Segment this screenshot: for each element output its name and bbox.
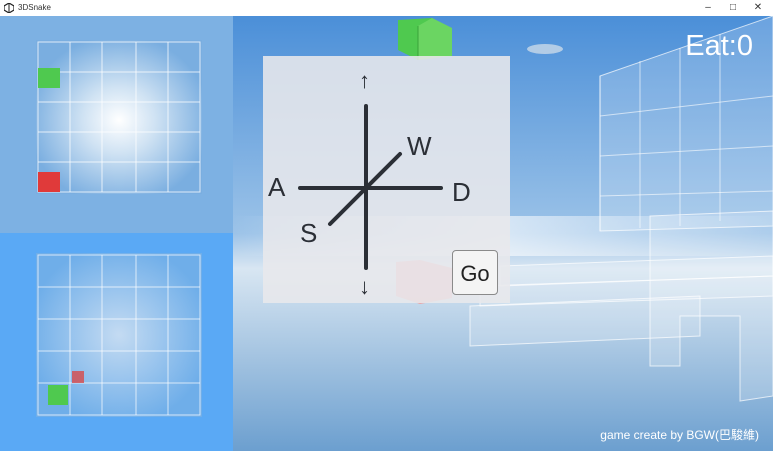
window-titlebar: 3DSnake – □ ✕	[0, 0, 773, 17]
up-arrow-icon[interactable]: ↑	[359, 68, 370, 93]
credit-text: game create by BGW(巴駿維)	[600, 428, 759, 442]
left-key-label[interactable]: A	[268, 172, 286, 202]
back-key-label[interactable]: S	[300, 218, 318, 248]
minimap-top-view	[0, 16, 233, 233]
close-icon[interactable]: ✕	[753, 2, 763, 13]
go-button[interactable]: Go	[452, 250, 498, 295]
minimap-food-marker	[72, 371, 84, 383]
maximize-icon[interactable]: □	[729, 2, 737, 13]
snake-head-cube	[398, 18, 452, 60]
down-arrow-icon[interactable]: ↓	[359, 274, 370, 299]
forward-key-label[interactable]: W	[407, 131, 432, 161]
minimap-snake-marker	[48, 385, 68, 405]
window-title: 3DSnake	[18, 3, 51, 12]
minimap-snake-marker	[38, 68, 60, 88]
minimap-bottom-view	[0, 233, 233, 451]
game-viewport[interactable]: Eat:0 game create by BGW(巴駿維) ↑ ↓ A D W …	[0, 16, 773, 451]
eat-counter: Eat:0	[685, 30, 753, 62]
right-key-label[interactable]: D	[452, 177, 471, 207]
minimap-food-marker	[38, 172, 60, 192]
minimize-icon[interactable]: –	[705, 2, 711, 13]
unity-icon	[4, 3, 14, 13]
